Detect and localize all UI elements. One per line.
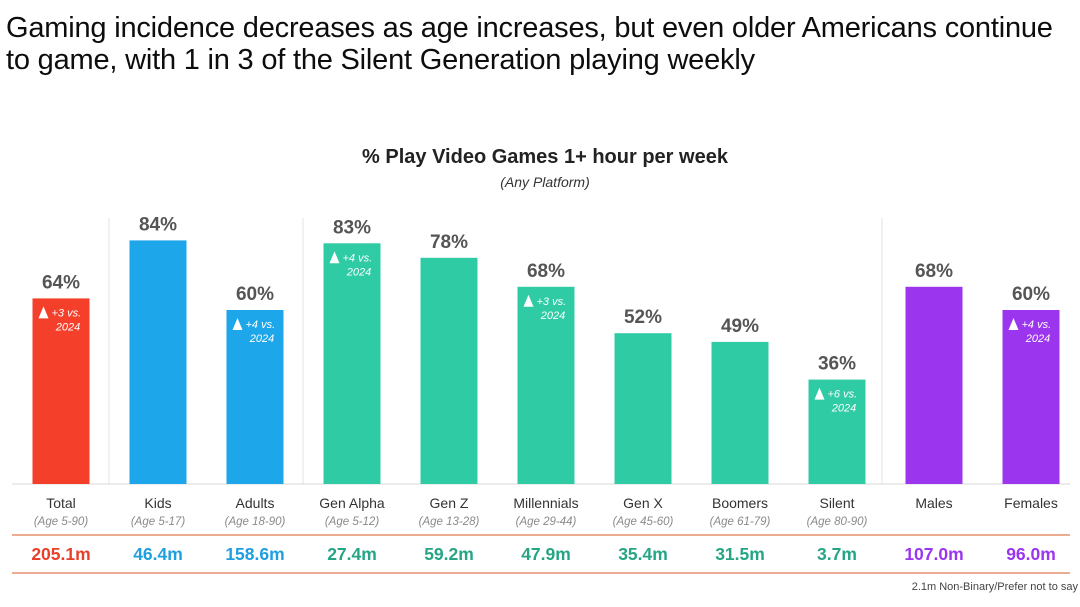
category-sublabel: (Age 5-12)	[325, 516, 380, 528]
change-label-year: 2024	[1025, 333, 1050, 345]
change-label: +4 vs.	[1022, 319, 1052, 331]
bar-females	[1002, 310, 1060, 484]
bar-males	[905, 286, 963, 484]
population-value: 46.4m	[133, 544, 183, 564]
data-label: 83%	[333, 217, 371, 238]
category-sublabel: (Age 45-60)	[613, 516, 674, 528]
change-label: +3 vs.	[537, 296, 567, 308]
population-value: 96.0m	[1006, 544, 1056, 564]
bar-total	[32, 298, 90, 484]
bar-gen-z	[420, 257, 478, 484]
data-label: 68%	[915, 261, 953, 282]
data-label: 52%	[624, 307, 662, 328]
bar-gen-x	[614, 333, 672, 484]
population-value: 31.5m	[715, 544, 765, 564]
population-value: 47.9m	[521, 544, 571, 564]
population-value: 59.2m	[424, 544, 474, 564]
change-label-year: 2024	[249, 333, 274, 345]
category-label: Gen X	[623, 495, 663, 511]
data-label: 68%	[527, 261, 565, 282]
data-label: 60%	[236, 284, 274, 305]
bar-boomers	[711, 341, 769, 484]
category-label: Millennials	[513, 495, 578, 511]
category-sublabel: (Age 5-90)	[34, 516, 89, 528]
data-label: 84%	[139, 214, 177, 235]
up-arrow-icon	[523, 294, 534, 307]
category-label: Gen Z	[430, 495, 469, 511]
chart-title: % Play Video Games 1+ hour per week	[362, 146, 728, 168]
category-sublabel: (Age 29-44)	[516, 516, 577, 528]
change-label-year: 2024	[831, 403, 856, 415]
change-label-year: 2024	[346, 266, 371, 278]
category-sublabel: (Age 13-28)	[419, 516, 480, 528]
population-value: 3.7m	[817, 544, 857, 564]
up-arrow-icon	[1008, 318, 1019, 330]
change-label: +4 vs.	[246, 319, 276, 331]
up-arrow-icon	[232, 318, 243, 330]
change-label: +3 vs.	[52, 307, 82, 319]
population-value: 205.1m	[31, 544, 90, 564]
category-label: Total	[46, 495, 76, 511]
population-value: 27.4m	[327, 544, 377, 564]
category-label: Boomers	[712, 495, 768, 511]
change-label-year: 2024	[55, 321, 80, 333]
data-label: 78%	[430, 232, 468, 253]
category-label: Kids	[144, 495, 171, 511]
up-arrow-icon	[814, 387, 825, 400]
change-label-year: 2024	[540, 310, 565, 322]
data-label: 36%	[818, 354, 856, 375]
chart-subtitle: (Any Platform)	[500, 174, 590, 190]
population-value: 107.0m	[904, 544, 963, 564]
change-label: +4 vs.	[343, 252, 373, 264]
category-label: Gen Alpha	[319, 495, 385, 511]
data-label: 49%	[721, 316, 759, 337]
category-sublabel: (Age 5-17)	[131, 516, 186, 528]
bar-millennials	[517, 286, 575, 484]
up-arrow-icon	[38, 306, 49, 319]
category-sublabel: (Age 61-79)	[710, 516, 771, 528]
footnote: 2.1m Non-Binary/Prefer not to say	[911, 581, 1078, 593]
population-value: 158.6m	[225, 544, 284, 564]
category-label: Males	[915, 495, 952, 511]
category-sublabel: (Age 80-90)	[807, 516, 868, 528]
category-label: Females	[1004, 495, 1058, 511]
up-arrow-icon	[329, 251, 340, 264]
population-value: 35.4m	[618, 544, 668, 564]
data-label: 64%	[42, 272, 80, 293]
category-sublabel: (Age 18-90)	[225, 516, 286, 528]
category-label: Adults	[236, 495, 275, 511]
data-label: 60%	[1012, 284, 1050, 305]
headline: Gaming incidence decreases as age increa…	[6, 12, 1053, 76]
category-label: Silent	[819, 495, 854, 511]
bar-gen-alpha	[323, 243, 381, 484]
bar-kids	[129, 240, 187, 484]
bar-adults	[226, 310, 284, 484]
change-label: +6 vs.	[828, 389, 858, 401]
